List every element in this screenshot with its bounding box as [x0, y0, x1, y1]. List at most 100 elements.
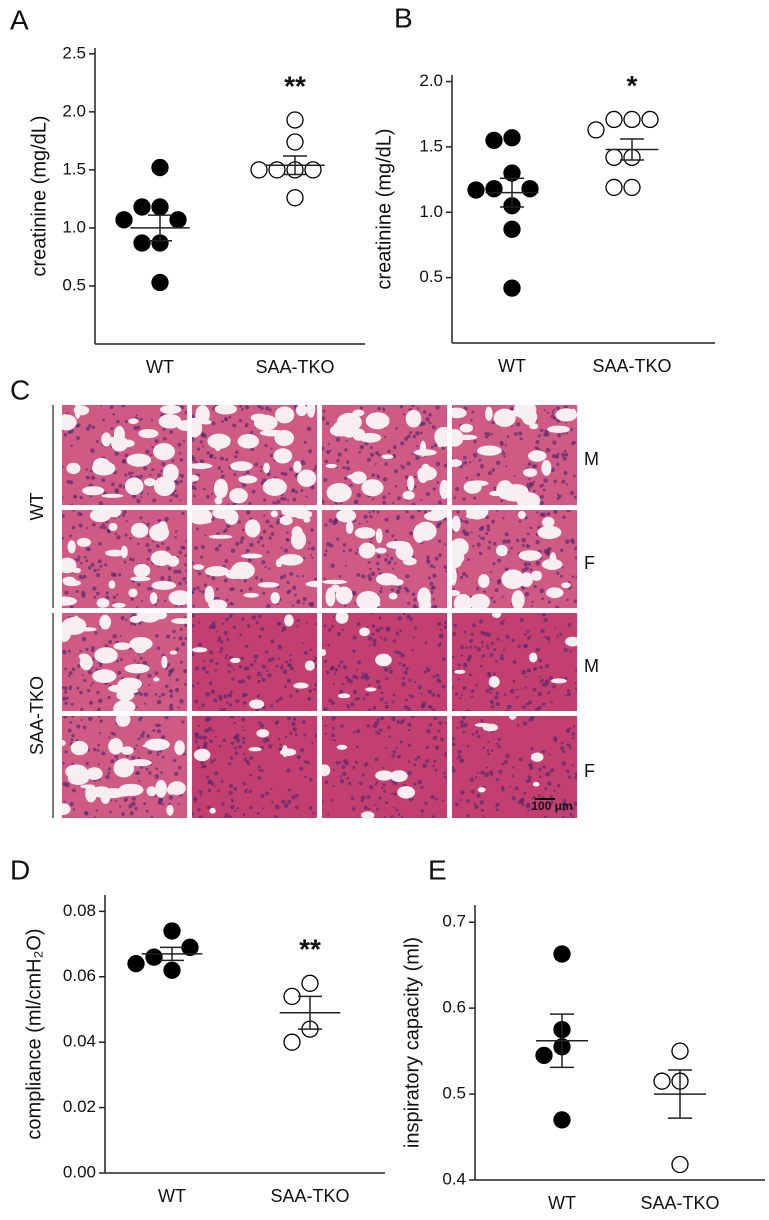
nucleus: [76, 557, 80, 562]
alveolus: [107, 510, 122, 518]
nucleus: [70, 702, 74, 706]
data-point: [151, 198, 169, 216]
alveolus: [270, 510, 279, 518]
nucleus: [235, 541, 240, 546]
nucleus: [516, 695, 519, 699]
nucleus: [263, 497, 266, 501]
alveolus: [337, 693, 351, 699]
alveolus: [229, 461, 253, 471]
nucleus: [64, 701, 68, 706]
nucleus: [78, 523, 83, 528]
nucleus: [539, 500, 544, 505]
nucleus: [457, 754, 462, 759]
alveolus: [155, 779, 167, 798]
nucleus: [554, 605, 560, 608]
nucleus: [129, 537, 132, 540]
nucleus: [71, 525, 76, 530]
alveolus: [94, 647, 118, 664]
nucleus: [302, 642, 305, 645]
nucleus: [574, 546, 577, 551]
nucleus: [203, 583, 207, 587]
nucleus: [408, 797, 411, 801]
alveolus: [375, 653, 392, 667]
data-point: [133, 234, 151, 252]
nucleus: [500, 442, 504, 446]
nucleus: [322, 800, 324, 804]
nucleus: [210, 759, 214, 764]
nucleus: [420, 809, 425, 813]
nucleus: [496, 510, 499, 512]
nucleus: [163, 599, 167, 603]
nucleus: [299, 766, 304, 771]
nucleus: [278, 696, 283, 701]
nucleus: [549, 803, 552, 806]
nucleus: [571, 732, 576, 736]
nucleus: [406, 434, 411, 439]
nucleus: [221, 420, 224, 424]
nucleus: [404, 475, 409, 479]
nucleus: [406, 707, 412, 711]
nucleus: [453, 496, 456, 499]
nucleus: [328, 628, 332, 632]
nucleus: [456, 510, 460, 514]
alveolus: [561, 582, 571, 589]
nucleus: [539, 588, 544, 594]
nucleus: [124, 453, 129, 458]
nucleus: [431, 605, 436, 608]
nucleus: [486, 527, 491, 532]
nucleus: [422, 410, 427, 414]
nucleus: [574, 682, 577, 685]
nucleus: [560, 746, 565, 751]
nucleus: [266, 738, 270, 742]
y-tick-label: 2.0: [419, 71, 443, 90]
tissue: [62, 716, 186, 818]
nucleus: [138, 621, 142, 625]
nucleus: [383, 637, 387, 641]
nucleus: [81, 590, 86, 596]
nucleus: [99, 525, 103, 530]
nucleus: [136, 676, 140, 680]
nucleus: [479, 664, 483, 668]
nucleus: [476, 542, 481, 547]
nucleus: [137, 756, 141, 760]
nucleus: [543, 618, 548, 623]
alveolus: [381, 454, 394, 459]
alveolus: [92, 669, 117, 683]
nucleus: [366, 693, 370, 697]
nucleus: [518, 757, 523, 762]
nucleus: [235, 733, 240, 738]
nucleus: [416, 755, 421, 760]
nucleus: [543, 409, 546, 412]
nucleus: [413, 763, 417, 767]
nucleus: [286, 678, 292, 684]
alveolus: [541, 459, 552, 476]
nucleus: [246, 666, 250, 670]
nucleus: [194, 740, 198, 744]
nucleus: [356, 573, 361, 577]
nucleus: [406, 614, 411, 619]
nucleus: [560, 574, 563, 578]
alveolus: [62, 622, 72, 643]
nucleus: [177, 765, 182, 770]
nucleus: [489, 653, 494, 658]
nucleus: [459, 758, 464, 763]
nucleus: [77, 555, 81, 559]
nucleus: [530, 747, 534, 751]
nucleus: [462, 730, 466, 734]
nucleus: [151, 468, 155, 472]
nucleus: [238, 418, 243, 423]
nucleus: [192, 414, 196, 419]
nucleus: [294, 490, 299, 494]
alveolus: [477, 787, 486, 793]
significance-label: *: [627, 70, 638, 101]
nucleus: [227, 670, 231, 674]
nucleus: [422, 763, 427, 768]
y-tick-label: 0.7: [442, 912, 466, 931]
nucleus: [356, 492, 362, 498]
alveolus: [248, 699, 265, 709]
nucleus: [407, 729, 411, 732]
nucleus: [375, 730, 378, 734]
y-tick-label: 0.04: [63, 1032, 96, 1051]
nucleus: [210, 492, 214, 496]
